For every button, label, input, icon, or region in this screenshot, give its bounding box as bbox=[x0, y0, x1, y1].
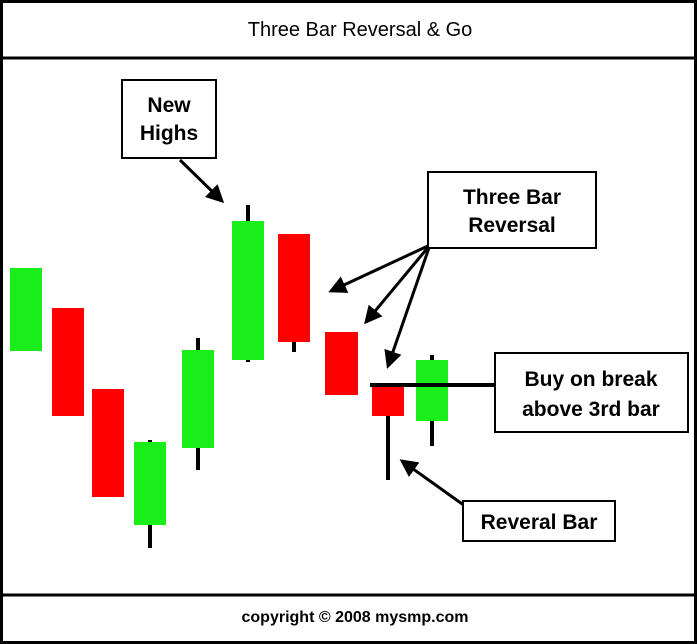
arrow bbox=[178, 158, 225, 204]
arrow bbox=[364, 244, 432, 325]
footer: copyright © 2008 mysmp.com bbox=[242, 609, 469, 626]
arrows bbox=[178, 158, 466, 508]
annotation-text: above 3rd bar bbox=[522, 398, 660, 421]
annotation-box bbox=[462, 500, 616, 542]
annotation-text: Highs bbox=[140, 122, 198, 145]
annotation: Buy on break above 3rd bar bbox=[494, 352, 689, 433]
annotation-box bbox=[427, 171, 597, 249]
annotation: Reveral Bar bbox=[462, 500, 616, 542]
annotation-text: Buy on break bbox=[524, 368, 657, 391]
annotation-box bbox=[494, 352, 689, 433]
candle bbox=[52, 308, 84, 416]
title: Three Bar Reversal & Go bbox=[248, 19, 473, 41]
annotation-box bbox=[121, 79, 217, 159]
annotation: Three Bar Reversal bbox=[427, 171, 597, 249]
arrow bbox=[384, 244, 432, 369]
candle bbox=[134, 442, 166, 525]
candle bbox=[232, 221, 264, 360]
annotation-text: New bbox=[147, 94, 191, 117]
annotation-text: Reveral Bar bbox=[481, 511, 598, 534]
annotation-text: Reversal bbox=[468, 214, 556, 237]
candles bbox=[10, 205, 497, 548]
candle bbox=[278, 234, 310, 342]
arrow bbox=[399, 459, 466, 508]
candle bbox=[10, 268, 42, 351]
annotation: New Highs bbox=[121, 79, 217, 159]
arrow bbox=[328, 243, 431, 293]
candle bbox=[182, 350, 214, 448]
candle bbox=[372, 384, 404, 416]
candle bbox=[325, 332, 358, 395]
annotation-text: Three Bar bbox=[463, 186, 561, 209]
candle bbox=[416, 360, 448, 421]
candle bbox=[92, 389, 124, 497]
